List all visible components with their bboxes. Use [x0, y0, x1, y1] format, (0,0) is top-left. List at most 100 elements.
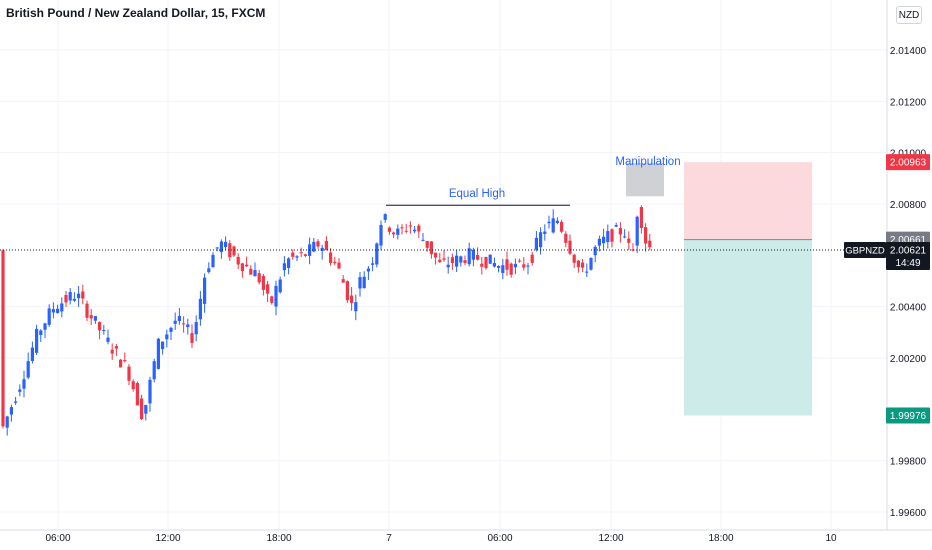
candle-body — [56, 308, 60, 313]
candle-body — [585, 271, 589, 273]
candle-body — [497, 266, 501, 268]
take-profit-zone[interactable] — [684, 239, 812, 416]
candle-body — [513, 263, 517, 268]
candle-body — [316, 241, 320, 247]
candle-body — [564, 233, 568, 243]
candle-body — [51, 309, 55, 313]
candle-body — [379, 224, 383, 246]
candle-body — [169, 327, 173, 332]
candle-body — [270, 296, 274, 303]
time-tick-label: 12:00 — [155, 533, 180, 544]
candle-body — [60, 303, 64, 312]
candle-body — [434, 252, 438, 258]
candle-body — [324, 241, 328, 250]
candle-body — [362, 276, 366, 289]
candle-body — [123, 359, 127, 362]
candle-body — [1, 250, 5, 427]
candle-body — [98, 322, 102, 331]
candle-body — [505, 259, 509, 270]
candle-body — [551, 218, 555, 233]
price-tick-label: 2.00400 — [890, 303, 927, 314]
candle-body — [287, 258, 291, 268]
candle-body — [148, 379, 152, 404]
candle-body — [455, 255, 459, 267]
position-zones — [626, 162, 812, 416]
candle-body — [400, 227, 404, 229]
candle-body — [47, 308, 51, 325]
candle-body — [72, 298, 76, 301]
candle-body — [156, 338, 160, 369]
candle-body — [341, 279, 345, 283]
candle-body — [26, 361, 30, 378]
time-tick-label: 18:00 — [708, 533, 733, 544]
candle-body — [30, 347, 34, 361]
candle-body — [408, 225, 412, 227]
candle-body — [5, 416, 9, 428]
candle-body — [614, 225, 618, 227]
candle-body — [572, 254, 576, 263]
candle-body — [333, 261, 337, 264]
candle-body — [39, 330, 43, 336]
candle-body — [450, 257, 454, 263]
candle-body — [64, 294, 68, 303]
current-price-tag: GBPNZD 2.00621 14:49 — [844, 241, 930, 270]
stop-price-tag: 2.00963 — [886, 154, 930, 171]
candle-body — [581, 262, 585, 268]
candle-body — [509, 263, 513, 275]
candle-body — [93, 316, 97, 321]
candle-body — [639, 207, 643, 229]
candle-body — [144, 404, 148, 414]
manipulation-zone[interactable] — [626, 162, 664, 197]
candle-body — [539, 232, 543, 248]
candle-body — [555, 220, 559, 224]
candle-body — [480, 263, 484, 267]
candle-body — [446, 264, 450, 268]
candle-body — [534, 237, 538, 250]
svg-text:2.00661: 2.00661 — [890, 235, 927, 246]
candle-body — [182, 323, 186, 325]
candle-body — [459, 256, 463, 263]
candle-body — [211, 254, 215, 268]
candle-body — [589, 257, 593, 270]
candle-body — [232, 246, 236, 256]
candle-body — [383, 214, 387, 220]
candle-body — [194, 322, 198, 335]
candle-body — [110, 349, 114, 354]
candle-body — [375, 243, 379, 265]
currency-button[interactable]: NZD — [896, 6, 922, 24]
candle-body — [77, 293, 81, 299]
candle-body — [576, 260, 580, 268]
candle-body — [463, 260, 467, 263]
time-tick-label: 12:00 — [598, 533, 623, 544]
candle-body — [186, 324, 190, 328]
candle-body — [253, 270, 257, 277]
candle-body — [203, 277, 207, 304]
candle-body — [135, 382, 139, 406]
candle-body — [228, 243, 232, 258]
candle-body — [526, 265, 530, 267]
grid-lines — [0, 0, 887, 530]
candle-body — [366, 268, 370, 272]
time-tick-label: 06:00 — [487, 533, 512, 544]
candle-body — [627, 238, 631, 243]
candle-body — [623, 236, 627, 238]
candle-body — [547, 221, 551, 224]
candle-body — [236, 256, 240, 265]
candle-body — [198, 298, 202, 320]
candle-body — [635, 216, 639, 246]
candle-body — [392, 232, 396, 235]
candle-body — [518, 260, 522, 262]
candle-body — [131, 381, 135, 390]
candle-body — [644, 227, 648, 244]
candle-body — [152, 361, 156, 380]
candle-body — [429, 241, 433, 255]
price-tick-label: 2.01200 — [890, 97, 927, 108]
candle-body — [68, 292, 72, 301]
stop-loss-zone[interactable] — [684, 162, 812, 240]
time-axis[interactable]: 06:00 12:00 18:00 7 06:00 12:00 18:00 10 — [0, 529, 932, 544]
candle-body — [140, 398, 144, 420]
candle-body — [593, 246, 597, 256]
candle-body — [81, 291, 85, 299]
candle-body — [522, 264, 526, 268]
